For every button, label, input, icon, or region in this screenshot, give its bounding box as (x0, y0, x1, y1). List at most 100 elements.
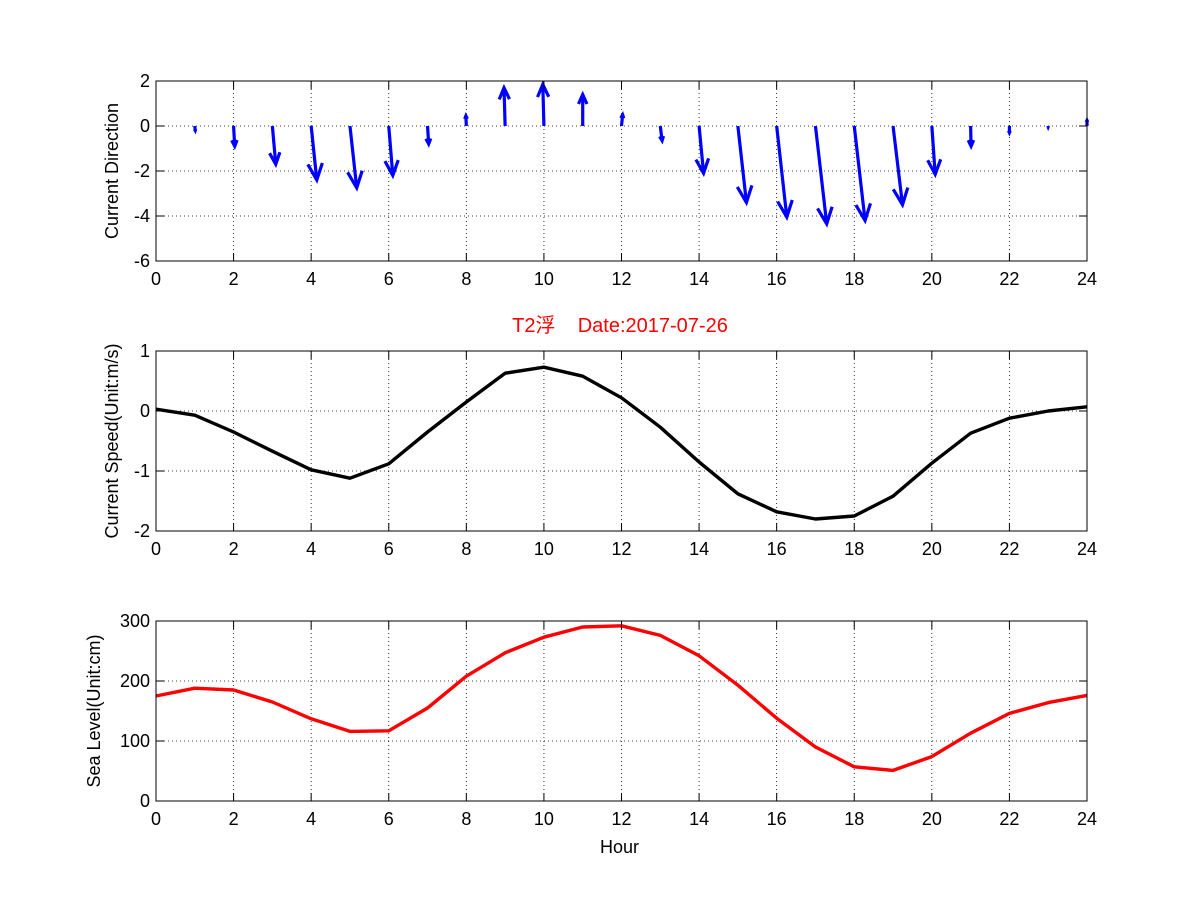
y-tick-label: 200 (120, 671, 150, 691)
x-tick-label: 22 (999, 269, 1019, 289)
current-vector (813, 125, 834, 228)
current-vector (193, 125, 198, 135)
current-vector (775, 125, 794, 222)
vector-shaft (387, 125, 395, 176)
current-vector (577, 90, 589, 126)
x-tick-label: 16 (767, 539, 787, 559)
current-vector (1007, 126, 1012, 137)
current-vector (383, 125, 400, 180)
vector-shaft (502, 87, 507, 127)
current-vector (852, 125, 873, 225)
y-tick-label: 2 (140, 71, 150, 91)
vector-shaft (348, 125, 359, 189)
current-vector (268, 125, 282, 169)
x-tick-label: 8 (461, 809, 471, 829)
vector-shaft (736, 125, 749, 203)
x-tick-label: 24 (1077, 539, 1097, 559)
x-tick-label: 2 (229, 539, 239, 559)
y-tick-label: 300 (120, 611, 150, 631)
y-axis-label: Sea Level(Unit:cm) (84, 634, 104, 787)
x-tick-label: 4 (306, 539, 316, 559)
vector-head (966, 139, 976, 151)
x-tick-label: 0 (151, 809, 161, 829)
x-tick-label: 2 (229, 809, 239, 829)
y-tick-label: 0 (140, 791, 150, 811)
y-tick-label: -2 (134, 521, 150, 541)
x-tick-label: 10 (534, 539, 554, 559)
x-tick-label: 24 (1077, 269, 1097, 289)
x-tick-label: 16 (767, 809, 787, 829)
vector-head (776, 199, 794, 222)
x-tick-label: 0 (151, 269, 161, 289)
y-tick-label: 100 (120, 731, 150, 751)
x-tick-label: 6 (384, 269, 394, 289)
vector-head (926, 158, 943, 179)
x-tick-label: 20 (922, 809, 942, 829)
current-vector (966, 125, 976, 151)
series-line (155, 365, 1088, 521)
x-tick-label: 8 (461, 269, 471, 289)
axes-background (156, 351, 1087, 531)
x-tick-label: 24 (1077, 809, 1097, 829)
x-tick-label: 12 (611, 269, 631, 289)
current-vector (346, 125, 364, 192)
current-vector (619, 110, 626, 127)
x-tick-label: 18 (844, 539, 864, 559)
vector-head (694, 157, 711, 178)
y-axis-label: Current Speed(Unit:m/s) (102, 343, 122, 538)
vector-head (891, 187, 910, 209)
current-vector (463, 111, 469, 127)
y-tick-label: 1 (140, 341, 150, 361)
vector-head (577, 90, 589, 105)
y-axis-label: Current Direction (102, 103, 122, 239)
x-tick-label: 14 (689, 269, 709, 289)
current-vector (735, 125, 754, 207)
x-tick-label: 22 (999, 809, 1019, 829)
x-tick-label: 16 (767, 269, 787, 289)
x-tick-label: 18 (844, 269, 864, 289)
vector-shaft (852, 125, 867, 221)
vector-head (268, 151, 282, 169)
vector-head (346, 170, 364, 192)
vector-shaft (930, 125, 937, 175)
y-tick-label: -1 (134, 461, 150, 481)
current-vector (424, 125, 433, 148)
x-tick-label: 12 (611, 809, 631, 829)
vector-head (383, 159, 400, 180)
x-tick-label: 12 (611, 539, 631, 559)
y-tick-label: 0 (140, 401, 150, 421)
x-tick-label: 6 (384, 539, 394, 559)
x-tick-label: 2 (229, 269, 239, 289)
current-vector (694, 125, 711, 178)
current-vector (926, 125, 943, 179)
vector-head (424, 137, 433, 148)
current-vector (306, 125, 324, 184)
y-tick-label: 0 (140, 116, 150, 136)
x-tick-label: 6 (384, 809, 394, 829)
vector-head (619, 110, 626, 119)
vector-head (854, 202, 873, 225)
vector-head (536, 80, 551, 98)
vector-head (735, 184, 754, 207)
vector-shaft (270, 125, 278, 165)
vector-shaft (775, 125, 789, 218)
vector-head (658, 135, 666, 145)
vector-head (230, 139, 239, 151)
x-tick-label: 0 (151, 539, 161, 559)
figure-title: T2浮 Date:2017-07-26 (512, 314, 728, 337)
current-vector (536, 80, 551, 127)
vector-head (816, 206, 834, 228)
y-tick-label: -2 (134, 161, 150, 181)
current-vector (230, 125, 239, 151)
x-tick-label: 20 (922, 539, 942, 559)
vector-shaft (309, 125, 319, 181)
x-tick-label: 10 (534, 809, 554, 829)
vector-shaft (891, 125, 905, 205)
vector-shaft (697, 125, 706, 174)
vector-shaft (813, 125, 829, 225)
x-tick-label: 10 (534, 269, 554, 289)
vector-head (193, 128, 198, 135)
